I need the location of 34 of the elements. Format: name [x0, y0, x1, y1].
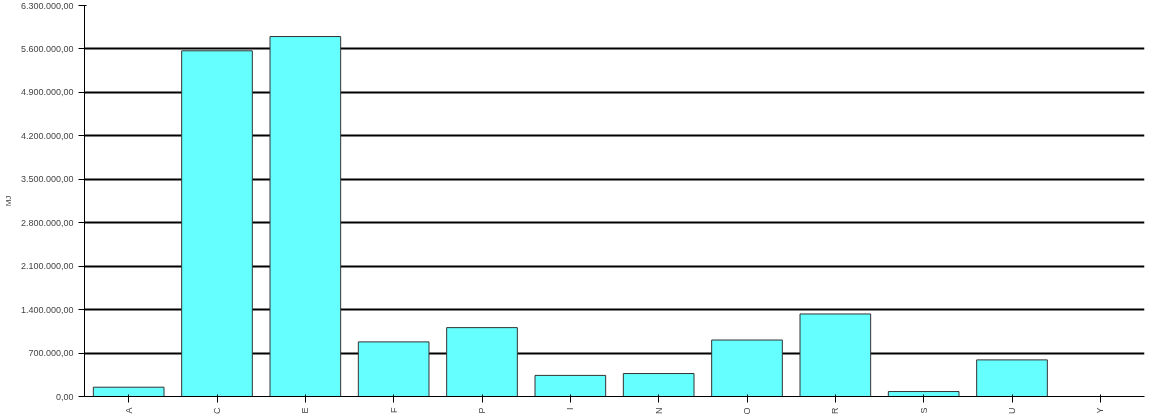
x-tick-label: C — [212, 407, 222, 414]
x-tick-label: R — [830, 407, 841, 414]
y-tick-label: 2.100.000,00 — [20, 261, 74, 272]
x-tick-label: U — [1007, 407, 1017, 414]
y-tick-label: 0,00 — [55, 391, 74, 402]
bar — [92, 386, 165, 397]
x-tick-label: S — [918, 407, 929, 414]
bar — [181, 50, 253, 397]
x-tick-label: N — [653, 407, 664, 414]
bar — [622, 373, 695, 397]
x-tick-label: F — [388, 407, 399, 413]
bar — [446, 327, 518, 397]
y-tick-label: 2.800.000,00 — [20, 217, 74, 228]
y-tick-label: 4.200.000,00 — [20, 130, 74, 141]
y-tick-label: 6.300.000,00 — [20, 0, 74, 11]
bar — [269, 36, 342, 397]
y-tick-label: 5.600.000,00 — [20, 43, 74, 54]
bar — [799, 313, 872, 397]
x-tick-label: E — [300, 407, 311, 414]
bar — [887, 391, 960, 397]
y-tick-label: 4.900.000,00 — [20, 87, 74, 98]
bar — [711, 339, 783, 397]
bar — [976, 359, 1048, 397]
x-tick-label: O — [742, 407, 752, 415]
x-tick-label: A — [123, 407, 134, 414]
x-tick-label: Y — [1095, 407, 1106, 414]
y-tick-label: 1.400.000,00 — [20, 304, 74, 315]
bar — [357, 341, 430, 397]
x-tick-label: I — [565, 407, 576, 410]
y-tick-label: 3.500.000,00 — [20, 174, 74, 185]
y-tick-label: 700.000,00 — [28, 348, 74, 359]
bar — [534, 374, 607, 397]
y-axis-title: MJ — [3, 195, 13, 207]
x-tick-label: P — [477, 407, 487, 414]
